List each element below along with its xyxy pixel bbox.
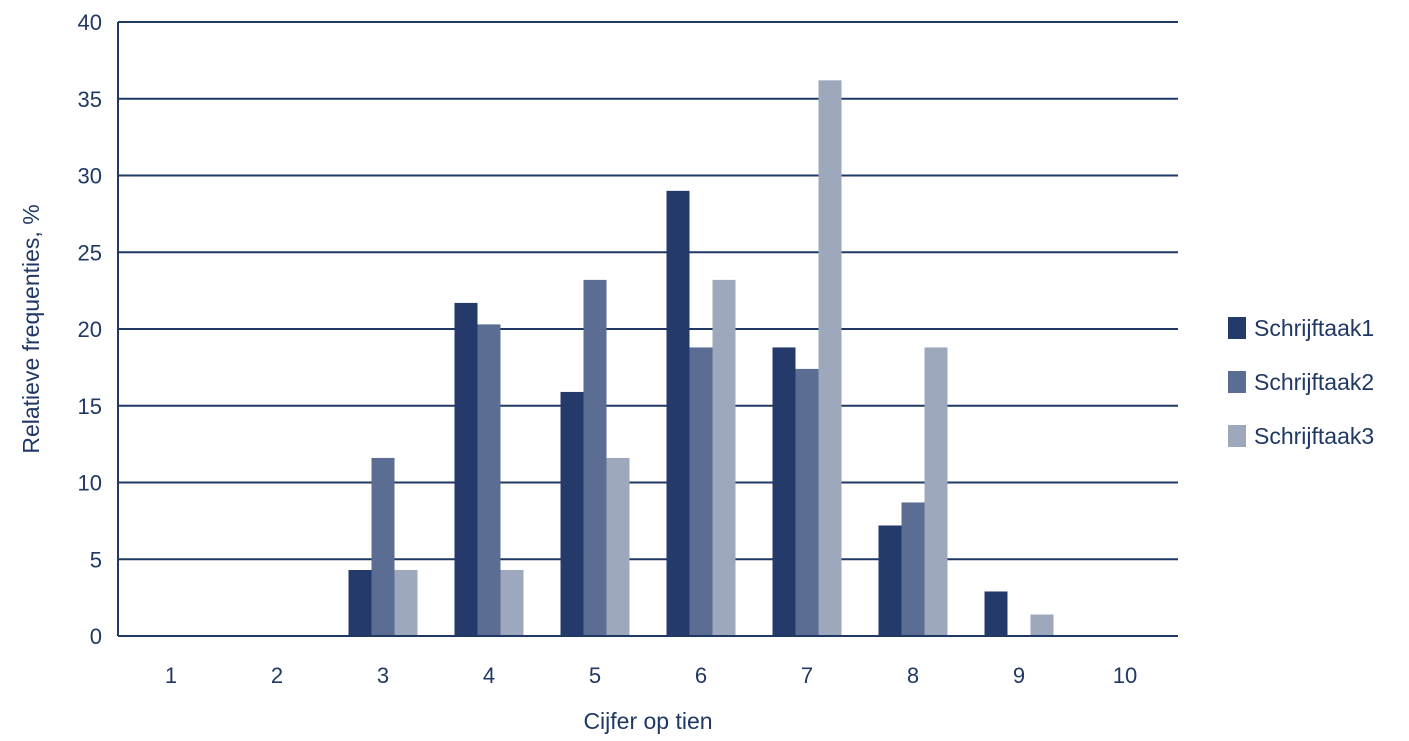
bar-schrijftaak3-4 <box>500 569 524 636</box>
axes <box>117 22 1178 637</box>
bar-schrijftaak2-3 <box>371 457 395 636</box>
x-tick-label: 5 <box>589 663 601 688</box>
y-axis-title: Relatieve frequenties, % <box>18 204 44 453</box>
bar-schrijftaak1-6 <box>666 190 690 636</box>
x-tick-label: 6 <box>695 663 707 688</box>
legend-label-schrijftaak1: Schrijftaak1 <box>1254 315 1374 341</box>
legend-label-schrijftaak2: Schrijftaak2 <box>1254 369 1374 395</box>
bar-schrijftaak2-4 <box>477 324 501 636</box>
legend-label-schrijftaak3: Schrijftaak3 <box>1254 423 1374 449</box>
y-tick-label: 0 <box>90 624 102 649</box>
x-tick-label: 1 <box>165 663 177 688</box>
bar-schrijftaak1-9 <box>984 591 1008 636</box>
bar-schrijftaak3-7 <box>818 80 842 636</box>
bar-schrijftaak2-8 <box>901 502 925 636</box>
y-tick-label: 30 <box>78 164 102 189</box>
bars <box>348 80 1054 636</box>
bar-schrijftaak3-3 <box>394 569 418 636</box>
y-tick-label: 40 <box>78 10 102 35</box>
legend-swatch-schrijftaak1 <box>1228 317 1246 339</box>
bar-schrijftaak2-6 <box>689 347 713 636</box>
bar-schrijftaak1-7 <box>772 347 796 636</box>
x-tick-label: 9 <box>1013 663 1025 688</box>
y-tick-label: 20 <box>78 317 102 342</box>
bar-schrijftaak3-8 <box>924 347 948 636</box>
bar-schrijftaak1-3 <box>348 569 372 636</box>
x-tick-label: 4 <box>483 663 495 688</box>
gridlines <box>118 21 1178 561</box>
legend-swatch-schrijftaak3 <box>1228 425 1246 447</box>
x-tick-label: 3 <box>377 663 389 688</box>
x-tick-label: 8 <box>907 663 919 688</box>
y-tick-label: 25 <box>78 240 102 265</box>
x-tick-label: 2 <box>271 663 283 688</box>
bar-schrijftaak1-8 <box>878 525 902 636</box>
bar-schrijftaak3-6 <box>712 279 736 636</box>
bar-schrijftaak1-5 <box>560 391 584 636</box>
y-tick-label: 15 <box>78 394 102 419</box>
y-tick-label: 5 <box>90 547 102 572</box>
legend: Schrijftaak1 Schrijftaak2 Schrijftaak3 <box>1228 315 1374 449</box>
y-tick-labels: 0 5 10 15 20 25 30 35 40 <box>78 10 102 649</box>
bar-schrijftaak2-7 <box>795 368 819 636</box>
bar-schrijftaak3-5 <box>606 457 630 636</box>
y-tick-label: 35 <box>78 87 102 112</box>
bar-schrijftaak2-5 <box>583 279 607 636</box>
bar-schrijftaak1-4 <box>454 302 478 636</box>
x-axis-title: Cijfer op tien <box>583 708 712 734</box>
x-tick-labels: 1 2 3 4 5 6 7 8 9 10 <box>165 663 1137 688</box>
y-tick-label: 10 <box>78 471 102 496</box>
x-tick-label: 7 <box>801 663 813 688</box>
bar-schrijftaak3-9 <box>1030 614 1054 636</box>
x-tick-label: 10 <box>1113 663 1137 688</box>
legend-swatch-schrijftaak2 <box>1228 371 1246 393</box>
